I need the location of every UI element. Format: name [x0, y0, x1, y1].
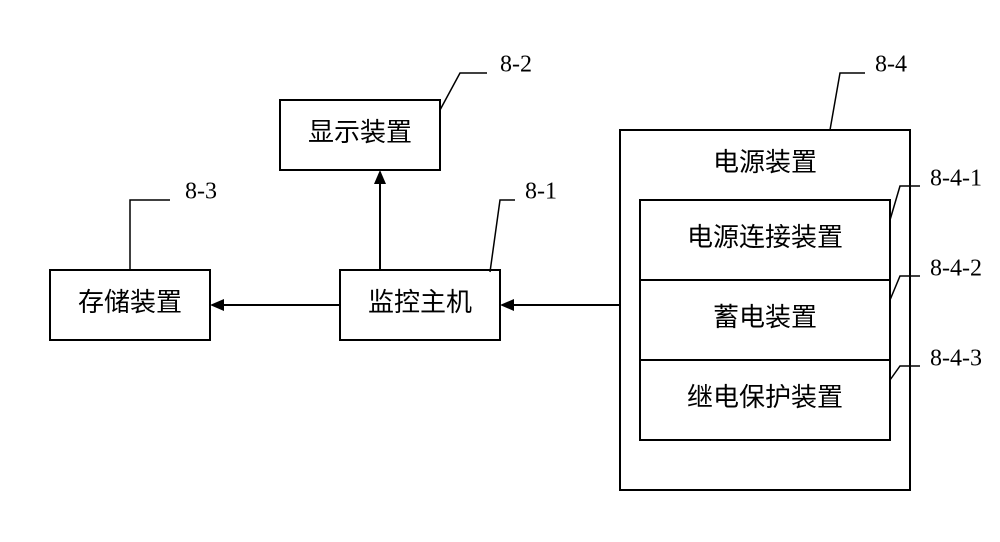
host-number: 8-1: [525, 179, 557, 205]
power_relay-label: 继电保护装置: [687, 383, 843, 412]
power_batt-number: 8-4-2: [930, 256, 982, 282]
power_relay-number: 8-4-3: [930, 346, 982, 372]
power-leader: [830, 73, 865, 130]
storage-label: 存储装置: [78, 288, 182, 317]
host-leader: [490, 200, 515, 272]
storage-leader: [130, 200, 170, 270]
display-leader: [440, 73, 487, 110]
power_conn-number: 8-4-1: [930, 166, 982, 192]
storage-number: 8-3: [185, 179, 217, 205]
display-label: 显示装置: [308, 118, 412, 147]
power-label: 电源装置: [713, 148, 817, 177]
power-number: 8-4: [875, 52, 907, 78]
power_batt-label: 蓄电装置: [713, 303, 817, 332]
power_conn-label: 电源连接装置: [687, 223, 843, 252]
display-number: 8-2: [500, 52, 532, 78]
host-label: 监控主机: [368, 288, 472, 317]
